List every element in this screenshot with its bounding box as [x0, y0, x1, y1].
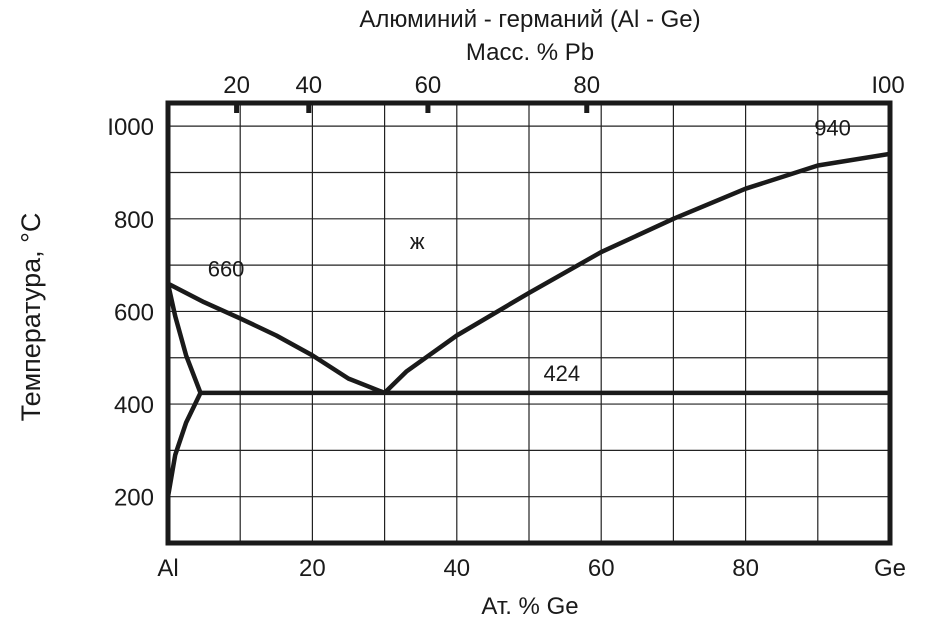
y-tick-label: 400: [114, 392, 154, 419]
series-group: [165, 151, 891, 498]
top-axis-tick-label: 60: [415, 72, 442, 99]
top-axis-tick-label: 40: [295, 72, 322, 99]
annotations: 660 ж 424 940: [208, 115, 851, 385]
y-tick-label: 200: [114, 485, 154, 512]
x-tick-label: 20: [299, 555, 326, 582]
chart-title: Алюминий - германий (Al - Ge): [359, 6, 700, 33]
y-tick-labels: 200 400 600 800 I000: [107, 114, 154, 512]
plot-frame: [165, 100, 893, 546]
phase-boundary-line-1: [166, 281, 386, 395]
top-axis-tick-label: 20: [223, 72, 250, 99]
top-axis-label: Масс. % Pb: [466, 39, 594, 66]
x-tick-label: Ge: [874, 555, 906, 582]
x-tick-label: 40: [443, 555, 470, 582]
annotation-label: 424: [543, 361, 580, 386]
x-tick-labels: Al 20 40 60 80 Ge: [157, 555, 906, 582]
grid-lines: [168, 103, 890, 543]
annotation-label: ж: [410, 229, 425, 254]
y-tick-label: I000: [107, 114, 154, 141]
annotation-label: 940: [814, 115, 851, 140]
top-axis-tick-label: 80: [573, 72, 600, 99]
phase-boundary-line-4: [165, 391, 203, 498]
y-tick-label: 800: [114, 207, 154, 234]
phase-boundary-line-3: [165, 283, 203, 394]
y-axis-label: Температура, °C: [16, 213, 46, 422]
top-axis-tick-label: I00: [871, 72, 904, 99]
x-tick-label: Al: [157, 555, 178, 582]
y-tick-label: 600: [114, 299, 154, 326]
top-axis-ticks: 20 40 60 80 I00: [223, 72, 905, 113]
x-tick-label: 60: [588, 555, 615, 582]
x-tick-label: 80: [732, 555, 759, 582]
x-axis-label: Ат. % Ge: [481, 593, 578, 620]
phase-boundary-line-2: [383, 151, 891, 395]
annotation-label: 660: [208, 257, 245, 282]
